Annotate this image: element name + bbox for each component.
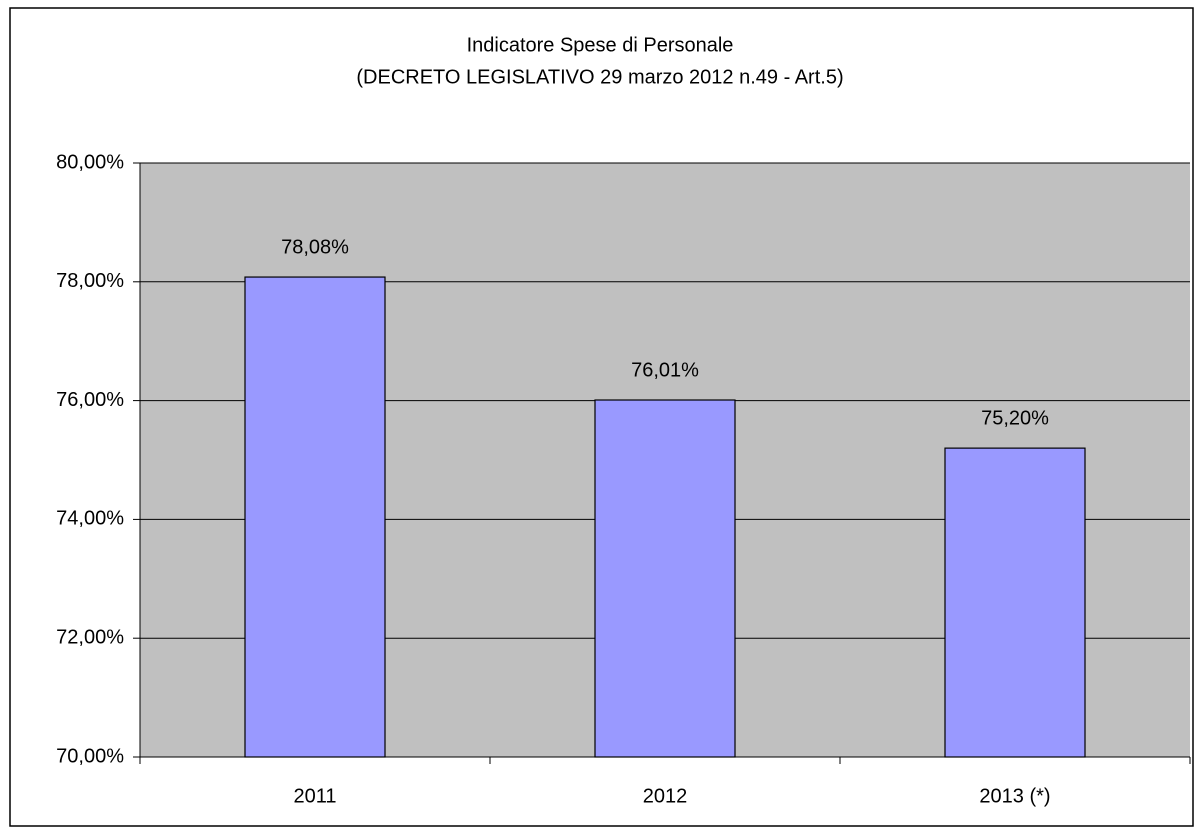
chart-title: Indicatore Spese di Personale bbox=[467, 34, 734, 56]
y-tick-label: 70,00% bbox=[56, 745, 124, 767]
chart-subtitle: (DECRETO LEGISLATIVO 29 marzo 2012 n.49 … bbox=[356, 66, 843, 88]
x-tick-label: 2011 bbox=[293, 785, 336, 807]
x-tick-label: 2013 (*) bbox=[979, 785, 1050, 807]
bar bbox=[594, 399, 736, 758]
y-tick-label: 78,00% bbox=[56, 270, 124, 292]
x-tick-label: 2012 bbox=[643, 785, 688, 807]
y-tick-label: 72,00% bbox=[56, 626, 124, 648]
y-tick-label: 76,00% bbox=[56, 389, 124, 411]
bar bbox=[944, 447, 1086, 758]
bar bbox=[244, 276, 386, 758]
data-label: 78,08% bbox=[281, 236, 349, 258]
data-label: 75,20% bbox=[981, 407, 1049, 429]
data-label: 76,01% bbox=[631, 359, 699, 381]
y-tick-label: 74,00% bbox=[56, 508, 124, 530]
y-tick-label: 80,00% bbox=[56, 151, 124, 173]
